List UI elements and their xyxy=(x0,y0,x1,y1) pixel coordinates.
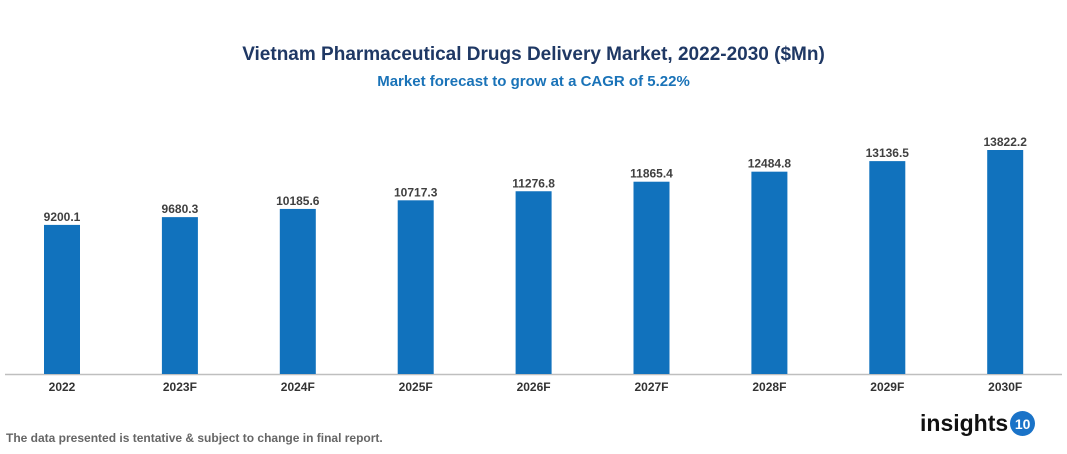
bar-2029F xyxy=(869,161,906,374)
data-label: 13136.5 xyxy=(866,146,910,160)
bar-2022 xyxy=(44,224,80,374)
x-tick-label: 2023F xyxy=(163,380,197,394)
x-tick-label: 2029F xyxy=(870,380,904,394)
bar-2025F xyxy=(397,200,434,374)
x-tick-label: 2026F xyxy=(517,380,551,394)
insights10-logo: insights 10 xyxy=(920,410,1036,437)
x-tick-label: 2024F xyxy=(281,380,315,394)
data-label: 11865.4 xyxy=(630,167,673,181)
bar-2026F xyxy=(515,191,552,374)
data-label: 9200.1 xyxy=(44,210,81,224)
data-label: 13822.2 xyxy=(984,135,1028,149)
x-tick-label: 2027F xyxy=(634,380,668,394)
data-label: 9680.3 xyxy=(162,202,199,216)
data-label: 10185.6 xyxy=(276,194,320,208)
bar-2030F xyxy=(987,150,1024,374)
bar-2028F xyxy=(751,171,788,374)
x-tick-label: 2022 xyxy=(49,380,76,394)
bar-2024F xyxy=(279,208,316,374)
logo-badge: 10 xyxy=(1010,411,1036,436)
data-label: 10717.3 xyxy=(394,185,438,199)
chart-subtitle: Market forecast to grow at a CAGR of 5.2… xyxy=(377,73,690,90)
x-tick-label: 2030F xyxy=(988,380,1022,394)
bar-2023F xyxy=(161,217,198,374)
data-label: 12484.8 xyxy=(748,157,792,171)
bar-2027F xyxy=(633,181,670,374)
data-label: 11276.8 xyxy=(512,176,555,190)
chart-title: Vietnam Pharmaceutical Drugs Delivery Ma… xyxy=(242,44,825,65)
disclaimer-note: The data presented is tentative & subjec… xyxy=(6,431,383,445)
x-tick-label: 2025F xyxy=(399,380,433,394)
logo-text: insights xyxy=(920,410,1009,436)
x-tick-label: 2028F xyxy=(752,380,786,394)
